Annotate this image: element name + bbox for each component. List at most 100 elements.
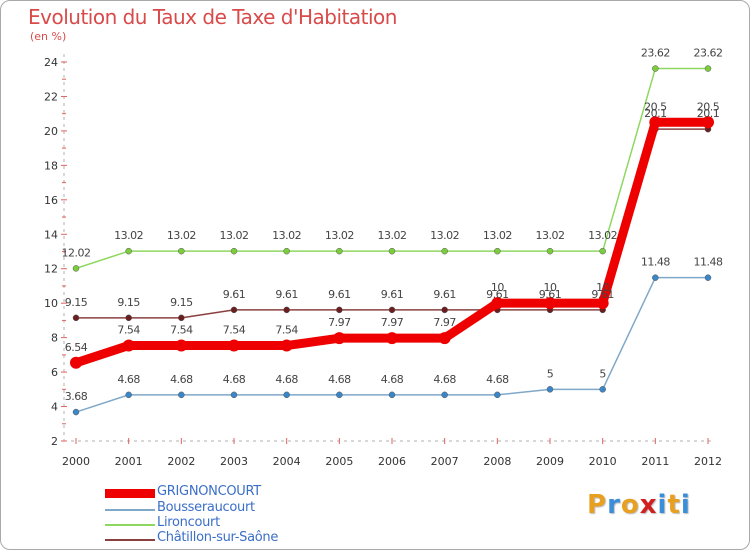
data-label: 4.68	[223, 373, 246, 386]
data-point	[494, 391, 501, 399]
data-point	[546, 247, 554, 255]
y-tick-label: 4	[51, 401, 58, 414]
data-label: 7.54	[170, 324, 193, 337]
chart-title: Evolution du Taux de Taxe d'Habitation	[28, 5, 397, 29]
data-point	[122, 339, 135, 352]
data-label: 3.68	[65, 390, 88, 403]
data-point	[599, 247, 606, 255]
brand-letter: x	[639, 490, 658, 520]
data-point	[125, 391, 132, 399]
x-tick-label: 2001	[115, 455, 143, 468]
data-label: 13.02	[378, 229, 407, 242]
data-point	[283, 247, 290, 255]
data-label: 10	[544, 281, 557, 294]
data-point	[704, 65, 712, 72]
data-point	[652, 65, 659, 72]
data-label: 20.5	[644, 100, 667, 113]
y-tick-label: 20	[44, 125, 58, 138]
x-tick-label: 2012	[694, 455, 722, 468]
data-label: 7.97	[328, 316, 351, 329]
data-label: 7.97	[381, 316, 404, 329]
data-label: 5	[599, 367, 606, 380]
data-label: 9.15	[117, 296, 140, 309]
x-tick-label: 2003	[220, 455, 248, 468]
data-point	[494, 247, 501, 255]
data-label: 9.61	[223, 288, 246, 301]
legend-label: Lironcourt	[157, 515, 220, 530]
data-point	[336, 247, 343, 255]
data-label: 13.02	[167, 229, 196, 242]
y-tick-label: 22	[44, 90, 58, 103]
data-label: 7.54	[223, 324, 246, 337]
data-point	[649, 116, 662, 129]
data-label: 20.1	[697, 107, 720, 120]
data-label: 13.02	[430, 229, 459, 242]
data-point	[72, 314, 80, 322]
y-tick-label: 16	[44, 194, 58, 207]
brand-letter: i	[680, 490, 691, 520]
data-label: 10	[596, 281, 609, 294]
data-point	[336, 306, 343, 314]
data-label: 9.61	[433, 288, 456, 301]
data-label: 13.02	[536, 229, 565, 242]
legend-swatch	[105, 489, 155, 498]
data-point	[652, 274, 659, 281]
data-label: 10	[491, 281, 504, 294]
data-label: 9.61	[275, 288, 298, 301]
data-label: 9.61	[328, 288, 351, 301]
x-tick-label: 2009	[536, 455, 564, 468]
data-point	[704, 274, 712, 281]
data-label: 13.02	[483, 229, 512, 242]
data-label: 9.61	[381, 288, 404, 301]
data-point	[386, 332, 398, 345]
y-tick-label: 24	[44, 56, 58, 69]
data-label: 4.68	[381, 373, 404, 386]
y-tick-label: 8	[51, 332, 58, 345]
data-point	[438, 332, 451, 345]
data-label: 23.62	[694, 47, 723, 60]
data-label: 7.97	[433, 316, 456, 329]
data-label: 7.54	[117, 324, 140, 337]
data-point	[441, 247, 448, 255]
y-tick-label: 6	[51, 366, 58, 379]
data-point	[441, 391, 448, 399]
y-tick-label: 14	[44, 228, 58, 241]
data-point	[228, 339, 240, 352]
data-point	[72, 408, 80, 416]
data-label: 13.02	[220, 229, 249, 242]
x-tick-label: 2006	[378, 455, 406, 468]
brand-letter: t	[667, 490, 681, 520]
legend-swatch	[105, 509, 155, 511]
data-point	[388, 306, 396, 314]
data-label: 7.54	[275, 324, 298, 337]
data-point	[125, 314, 132, 322]
data-label: 11.48	[694, 256, 723, 269]
series-2	[72, 65, 712, 272]
data-point	[70, 356, 82, 369]
data-label: 13.02	[588, 229, 617, 242]
data-label: 13.02	[325, 229, 354, 242]
x-tick-label: 2011	[641, 455, 669, 468]
data-point	[72, 265, 80, 272]
data-point	[178, 247, 185, 255]
data-point	[388, 391, 396, 399]
data-label: 4.68	[433, 373, 456, 386]
data-label: 9.15	[170, 296, 193, 309]
series-0	[70, 116, 714, 369]
data-point	[283, 391, 290, 399]
data-point	[596, 297, 609, 310]
data-point	[544, 297, 556, 310]
data-label: 4.68	[170, 373, 193, 386]
y-tick-label: 10	[44, 297, 58, 310]
legend-label: GRIGNONCOURT	[157, 484, 261, 499]
x-tick-label: 2004	[273, 455, 301, 468]
data-point	[546, 386, 554, 393]
x-tick-label: 2002	[167, 455, 195, 468]
data-point	[336, 391, 343, 399]
data-point	[333, 332, 346, 345]
brand-letter: o	[620, 490, 640, 520]
data-label: 4.68	[117, 373, 140, 386]
data-point	[441, 306, 448, 314]
data-label: 5	[547, 367, 554, 380]
